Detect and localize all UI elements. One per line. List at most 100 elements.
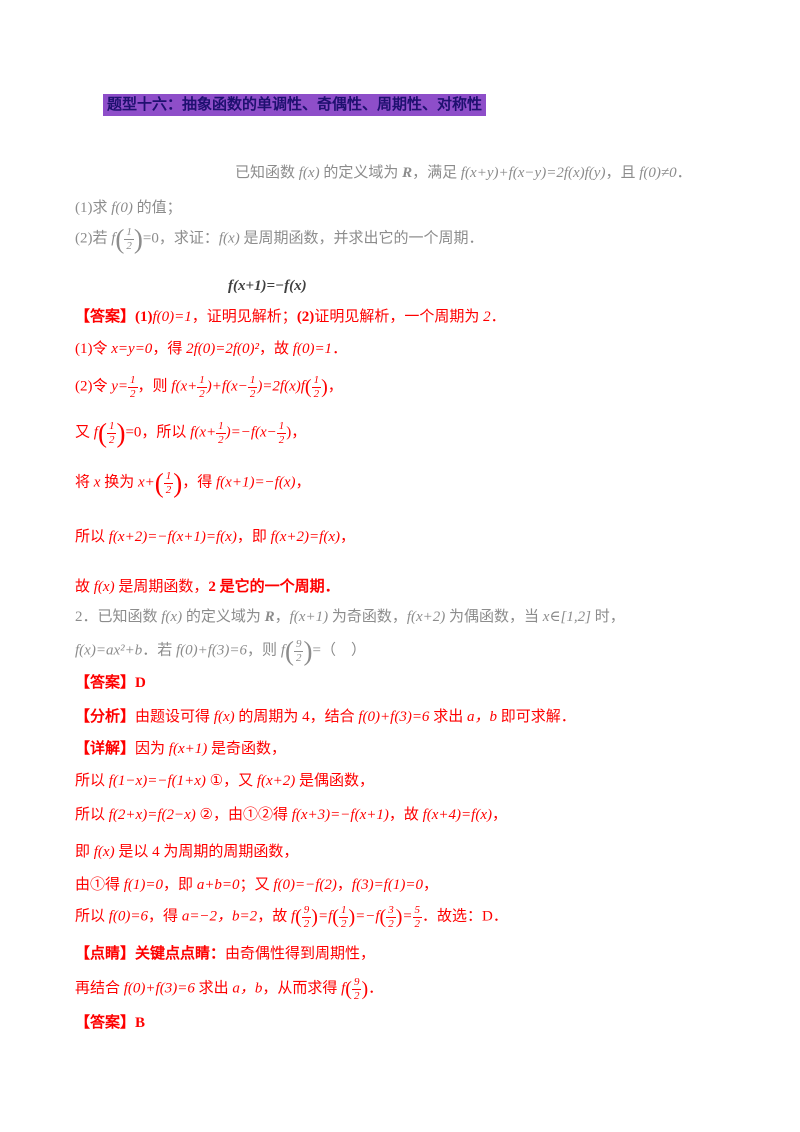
text-segment: 【分析】 [75,709,136,725]
problem1-solution-step6: 故 f(x) 是周期函数，2 是它的一个周期． [75,576,340,598]
text-segment: 【答案】 [75,675,136,691]
text-segment: 是偶函数， [295,773,375,789]
text-segment: x [93,474,101,491]
fraction-numerator: 1 [276,420,287,434]
problem2-solution-step1: 【详解】因为 f(x+1) 是奇函数， [75,738,286,760]
text-segment: ，则 [137,378,172,395]
text-segment: f(0)=1 [292,341,333,357]
text-segment: f(x+3)=−f(x+1) [291,807,389,823]
text-segment: (2)若 [75,230,112,247]
text-segment: 为偶函数，当 [445,609,543,625]
problem1-solution-step3: 又 f(1 2)=0，所以 f(x+ 1 2)=−f(x− 1 2)， [75,418,307,449]
text-segment: f [93,424,98,441]
text-segment: 已知函数 [235,165,299,181]
problem1-question2: (2)若 f(1 2)=0，求证：f(x) 是周期函数，并求出它的一个周期． [75,224,484,255]
text-segment: (2) [296,309,315,325]
text-segment: f(x) [161,609,183,625]
text-segment: ①，又 [205,773,257,789]
text-segment: 的定义域为 [319,165,403,181]
left-paren-glyph: ( [154,468,164,499]
text-segment: ，则 [247,642,281,659]
text-segment: 2．已知函数 [75,609,162,625]
text-segment: 即 [75,844,94,860]
fraction-denominator: 2 [295,651,302,664]
text-segment: f(x+2) [256,773,296,789]
text-segment: f(x+2) [406,609,446,625]
text-segment: ． [490,309,506,325]
text-segment: ， [339,529,355,545]
text-segment: ． [676,165,692,181]
text-segment: 由①得 [75,877,124,893]
fraction-denominator: 2 [249,387,256,400]
right-paren-glyph: ) [348,906,356,929]
text-segment: f(0) [111,200,133,216]
text-segment: 证明见解析，一个周期为 [314,309,484,325]
text-segment: f [111,230,116,247]
fraction-numerator: 1 [197,374,207,388]
fraction-numerator: 9 [301,904,312,918]
right-paren-glyph: ) [311,906,318,929]
text-segment: 求出 [429,709,467,725]
text-segment: 因为 [135,741,169,757]
text-segment: ，得 [148,908,182,925]
text-segment: ②，由①②得 [195,807,292,823]
fraction-denominator: 2 [199,387,205,400]
text-segment: f(x+1)=−f(x) [216,474,296,491]
left-paren-glyph: ( [284,636,294,667]
problem2-solution-step2: 所以 f(1−x)=−f(1+x) ①，又 f(x+2) 是偶函数， [75,770,374,792]
fraction-numerator: 1 [124,226,134,240]
text-segment: f(0)=−f(2) [273,877,337,893]
text-segment: ，故 [257,908,291,925]
text-segment: ， [327,378,343,395]
text-segment: 即可求解． [496,709,576,725]
text-segment: a，b [466,709,497,725]
text-segment: f(0)+f(3)=6 [123,980,195,997]
text-segment: )， [286,424,307,441]
fraction-denominator: 2 [303,917,310,930]
text-segment: 所以 [75,529,109,545]
left-paren-glyph: ( [115,224,125,255]
text-segment: f(1−x)=−f(1+x) [108,773,206,789]
fraction-numerator: 1 [311,374,322,388]
fraction-denominator: 2 [313,387,320,400]
text-segment: 是周期函数，并求出它的一个周期． [239,230,484,247]
text-segment: ，得 [152,341,187,357]
left-paren-glyph: ( [379,906,387,929]
problem1-answer-line: 【答案】(1)f(0)=1，证明见解析；(2)证明见解析，一个周期为 2． [75,306,506,328]
text-segment: 换为 [100,474,138,491]
text-segment: f(x+ [171,378,198,395]
page-title: 题型十六：抽象函数的单调性、奇偶性、周期性、对称性 [103,94,487,116]
text-segment: =−f [355,908,380,925]
problem3-answer-line: 【答案】B [75,1012,145,1034]
text-segment: 的定义域为 [182,609,265,625]
text-segment: f(0)≠0 [639,165,677,181]
right-paren-glyph: ) [116,418,126,449]
right-paren-glyph: ) [303,636,313,667]
text-segment: ．若 [142,642,176,659]
text-segment: ， [491,807,507,823]
left-paren-glyph: ( [97,418,107,449]
text-segment: f(x) [218,230,240,247]
problem1-display-equation: f(x+1)=−f(x) [228,275,307,297]
text-segment: 2f(0)=2f(0)² [186,341,260,357]
problem1-question1: (1)求 f(0) 的值； [75,197,182,219]
text-segment: f(1)=0 [123,877,164,893]
text-segment: 由题设可得 [135,709,214,725]
fraction-numerator: 1 [106,420,117,434]
text-segment: 是以 4 为周期的周期函数， [114,844,299,860]
text-segment: ， [336,877,352,893]
text-segment: 为奇函数， [328,609,407,625]
text-segment: f [341,980,346,997]
fraction-numerator: 5 [412,904,422,918]
text-segment: f(0)+f(3)=6 [175,642,248,659]
text-segment: =0，所以 [125,424,191,441]
text-segment: f(x+2)=−f(x+1)=f(x) [108,529,237,545]
text-segment: ， [295,474,311,491]
